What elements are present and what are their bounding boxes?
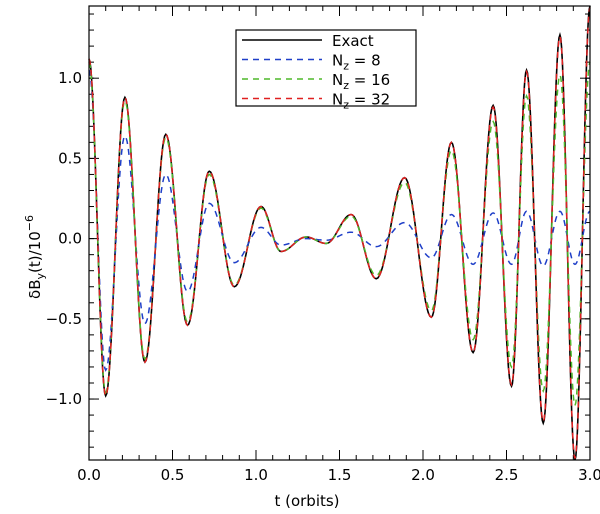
x-tick-label: 2.0 — [411, 466, 435, 484]
x-tick-label: 0.5 — [161, 466, 185, 484]
x-tick-label: 1.5 — [328, 466, 352, 484]
legend-label: Nz = 16 — [332, 71, 390, 92]
plot-lines — [88, 5, 591, 461]
series-line-nz-8 — [88, 69, 591, 372]
legend-label: Exact — [332, 32, 374, 50]
series-line-nz-32 — [88, 7, 591, 459]
y-axis-label: δBy(t)/10−6 — [23, 215, 47, 299]
y-tick-label: 0.5 — [58, 149, 82, 167]
legend-box — [235, 29, 417, 107]
y-tick-label: −1.0 — [46, 390, 82, 408]
x-tick-label: 1.0 — [244, 466, 268, 484]
y-tick-label: 0.0 — [58, 230, 82, 248]
x-tick-label: 3.0 — [578, 466, 600, 484]
series-line-nz-16 — [88, 61, 591, 408]
y-tick-label: −0.5 — [46, 310, 82, 328]
x-tick-label: 0.0 — [77, 466, 101, 484]
legend-label: Nz = 32 — [332, 91, 390, 112]
plot-frame — [88, 5, 591, 461]
x-axis-label: t (orbits) — [274, 492, 339, 510]
tick-labels: 0.0 0.5 1.0 1.5 2.0 2.5 3.0 −1.0 −0.5 0.0 0.5 1.0 — [46, 69, 600, 484]
x-tick-label: 2.5 — [495, 466, 519, 484]
y-tick-label: 1.0 — [58, 69, 82, 87]
legend-label: Nz = 8 — [332, 52, 381, 73]
